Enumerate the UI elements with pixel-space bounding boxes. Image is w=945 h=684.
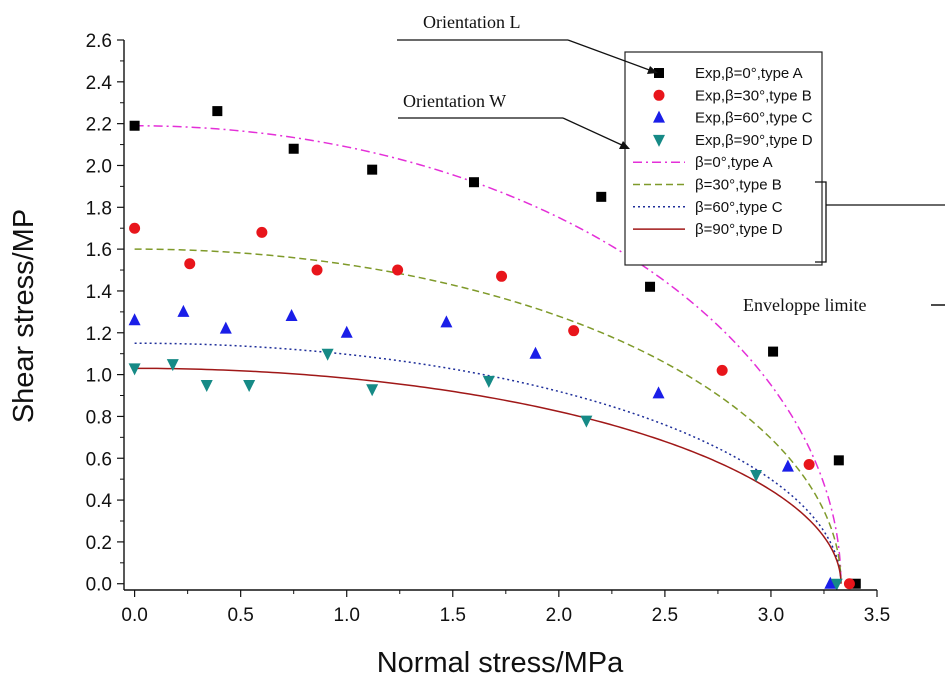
- experimental-points: [128, 106, 861, 591]
- data-point-series-3: [200, 380, 213, 393]
- envelope-curve-series-5: [134, 248, 842, 584]
- data-point-series-1: [803, 459, 815, 471]
- data-point-series-2: [652, 386, 665, 399]
- y-tick-label: 2.2: [86, 115, 112, 136]
- data-point-series-0: [645, 281, 656, 292]
- data-point-series-0: [367, 164, 378, 175]
- data-point-series-2: [219, 321, 232, 334]
- data-point-series-0: [833, 455, 844, 466]
- y-tick-label: 0.0: [86, 575, 112, 596]
- annotation-orientation-w: Orientation W: [403, 91, 506, 111]
- data-point-series-3: [321, 348, 334, 361]
- data-point-series-0: [288, 143, 299, 154]
- legend-label-series-4: β=0°,type A: [695, 154, 773, 171]
- data-point-series-3: [243, 380, 256, 393]
- annotations: Orientation L Orientation W Enveloppe li…: [397, 12, 945, 315]
- x-tick-label: 0.0: [121, 605, 147, 626]
- data-point-series-1: [256, 226, 268, 238]
- data-point-series-1: [129, 222, 141, 234]
- data-point-series-2: [781, 459, 794, 472]
- legend-label-series-5: β=30°,type B: [695, 177, 782, 194]
- data-point-series-3: [580, 415, 593, 428]
- data-point-series-2: [529, 346, 542, 359]
- legend-label-series-2: Exp,β=60°,type C: [695, 110, 813, 127]
- y-tick-label: 2.4: [86, 73, 113, 94]
- x-tick-label: 3.0: [758, 605, 784, 626]
- data-point-series-3: [366, 384, 379, 397]
- data-point-series-1: [311, 264, 323, 276]
- y-tick-label: 0.4: [86, 491, 113, 512]
- axes: 0.0 0.5 1.0 1.5 2.0 2.5 3.0 3.5 0.0 0.2 0.4 0.6 0.8 1…: [86, 31, 891, 626]
- y-tick-label: 1.0: [86, 366, 112, 387]
- legend: Exp,β=0°,type A Exp,β=30°,type B Exp,β=60°…: [624, 51, 823, 266]
- y-axis-title: Shear stress/MP: [8, 209, 40, 423]
- data-point-series-1: [392, 264, 404, 276]
- x-tick-label: 3.5: [864, 605, 890, 626]
- data-point-series-1: [496, 270, 508, 282]
- annotation-orientation-w-arrowhead: [619, 141, 630, 149]
- envelope-curves: [134, 124, 842, 584]
- legend-marker-series-3: [653, 134, 665, 147]
- annotation-enveloppe-limite: Enveloppe limite: [743, 295, 866, 315]
- data-point-series-3: [482, 375, 495, 388]
- legend-marker-series-2: [653, 110, 665, 123]
- x-tick-label: 0.5: [227, 605, 253, 626]
- envelope-curve-series-4: [134, 124, 842, 584]
- data-point-series-2: [440, 315, 453, 328]
- data-point-series-2: [340, 325, 353, 338]
- y-tick-label: 1.2: [86, 324, 112, 345]
- x-tick-label: 1.5: [440, 605, 466, 626]
- y-tick-label: 2.0: [86, 156, 112, 177]
- annotation-orientation-l-leader: [567, 39, 653, 72]
- data-point-series-0: [768, 346, 779, 357]
- annotation-orientation-w-leader: [562, 117, 625, 147]
- data-point-series-1: [568, 325, 580, 337]
- y-tick-label: 0.6: [86, 449, 112, 470]
- annotation-orientation-l: Orientation L: [423, 12, 520, 32]
- data-point-series-1: [716, 364, 728, 376]
- data-point-series-2: [177, 304, 190, 317]
- data-point-series-3: [830, 578, 843, 591]
- legend-label-series-3: Exp,β=90°,type D: [695, 132, 813, 149]
- legend-marker-series-0: [654, 68, 664, 78]
- x-tick-label: 1.0: [334, 605, 360, 626]
- y-tick-label: 0.2: [86, 533, 112, 554]
- data-point-series-0: [468, 177, 479, 188]
- annotation-bracket: [815, 181, 827, 263]
- data-point-series-0: [129, 120, 140, 131]
- data-point-series-0: [850, 578, 861, 589]
- annotation-orientation-l-arrowhead: [647, 66, 658, 74]
- data-point-series-2: [285, 309, 298, 322]
- data-point-series-0: [596, 191, 607, 202]
- y-tick-label: 1.4: [86, 282, 113, 303]
- data-point-series-2: [824, 576, 837, 589]
- legend-label-series-7: β=90°,type D: [695, 221, 783, 238]
- y-tick-label: 2.6: [86, 31, 112, 52]
- y-tick-label: 1.8: [86, 198, 112, 219]
- data-point-series-1: [843, 578, 855, 590]
- legend-label-series-1: Exp,β=30°,type B: [695, 87, 812, 104]
- x-axis-title: Normal stress/MPa: [377, 647, 624, 679]
- data-point-series-0: [212, 106, 223, 117]
- data-point-series-3: [128, 363, 141, 376]
- y-tick-label: 0.8: [86, 407, 112, 428]
- legend-label-series-6: β=60°,type C: [695, 199, 783, 216]
- envelope-curve-series-6: [134, 342, 842, 584]
- x-tick-label: 2.0: [546, 605, 572, 626]
- legend-marker-series-1: [653, 89, 665, 101]
- data-point-series-1: [184, 258, 196, 270]
- data-point-series-3: [166, 359, 179, 372]
- envelope-curve-series-7: [134, 367, 842, 584]
- y-tick-label: 1.6: [86, 240, 112, 261]
- legend-label-series-0: Exp,β=0°,type A: [695, 65, 803, 82]
- data-point-series-2: [128, 313, 141, 326]
- data-point-series-3: [750, 469, 763, 482]
- x-tick-label: 2.5: [652, 605, 678, 626]
